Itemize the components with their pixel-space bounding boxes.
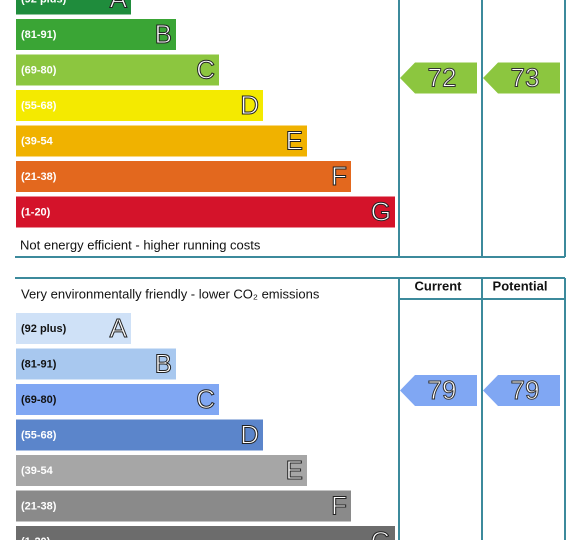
band-letter: C bbox=[196, 384, 215, 414]
band bbox=[16, 348, 176, 380]
band-letter: D bbox=[240, 419, 259, 449]
band-range: (92 plus) bbox=[21, 0, 67, 5]
band bbox=[16, 125, 307, 157]
band bbox=[16, 313, 131, 344]
band-letter: G bbox=[371, 526, 391, 540]
band-range: (39-54 bbox=[21, 465, 54, 477]
band-letter: C bbox=[196, 54, 215, 84]
band-letter: D bbox=[240, 90, 259, 120]
band-range: (55-68) bbox=[21, 100, 57, 112]
header: Very environmentally friendly - lower CO… bbox=[21, 286, 320, 301]
band bbox=[16, 196, 395, 228]
band bbox=[16, 419, 263, 451]
rating-value: 79 bbox=[428, 375, 457, 405]
band-range: (55-68) bbox=[21, 429, 57, 441]
band-range: (69-80) bbox=[21, 394, 57, 406]
band-range: (69-80) bbox=[21, 64, 57, 76]
band bbox=[16, 90, 263, 121]
column-header: Current bbox=[415, 278, 463, 293]
rating-value: 79 bbox=[511, 375, 540, 405]
band-range: (92 plus) bbox=[21, 323, 67, 335]
band-letter: E bbox=[286, 125, 303, 155]
band-range: (39-54 bbox=[21, 135, 54, 147]
footer: Not energy efficient - higher running co… bbox=[20, 237, 261, 252]
column-header: Potential bbox=[493, 278, 548, 293]
band-range: (1-20) bbox=[21, 536, 51, 540]
band-letter: B bbox=[155, 348, 172, 378]
band-range: (1-20) bbox=[21, 206, 51, 218]
band bbox=[16, 19, 176, 50]
band-letter: E bbox=[286, 455, 303, 485]
band-letter: F bbox=[331, 161, 347, 191]
rating-value: 73 bbox=[511, 62, 540, 92]
band-range: (21-38) bbox=[21, 171, 57, 183]
band-letter: F bbox=[331, 490, 347, 520]
rating-arrow bbox=[400, 375, 477, 406]
band bbox=[16, 384, 219, 415]
band-letter: G bbox=[371, 196, 391, 226]
band bbox=[16, 54, 219, 86]
band-range: (81-91) bbox=[21, 358, 57, 370]
band bbox=[16, 455, 307, 486]
band bbox=[16, 490, 351, 522]
band-letter: B bbox=[155, 19, 172, 49]
rating-value: 72 bbox=[428, 62, 457, 92]
rating-arrow bbox=[483, 375, 560, 406]
band-letter: A bbox=[110, 0, 128, 13]
band-range: (21-38) bbox=[21, 500, 57, 512]
band-letter: A bbox=[110, 313, 128, 343]
band bbox=[16, 526, 395, 540]
band-range: (81-91) bbox=[21, 29, 57, 41]
band bbox=[16, 161, 351, 192]
rating-arrow bbox=[400, 62, 477, 94]
rating-arrow bbox=[483, 62, 560, 94]
band bbox=[16, 0, 131, 15]
